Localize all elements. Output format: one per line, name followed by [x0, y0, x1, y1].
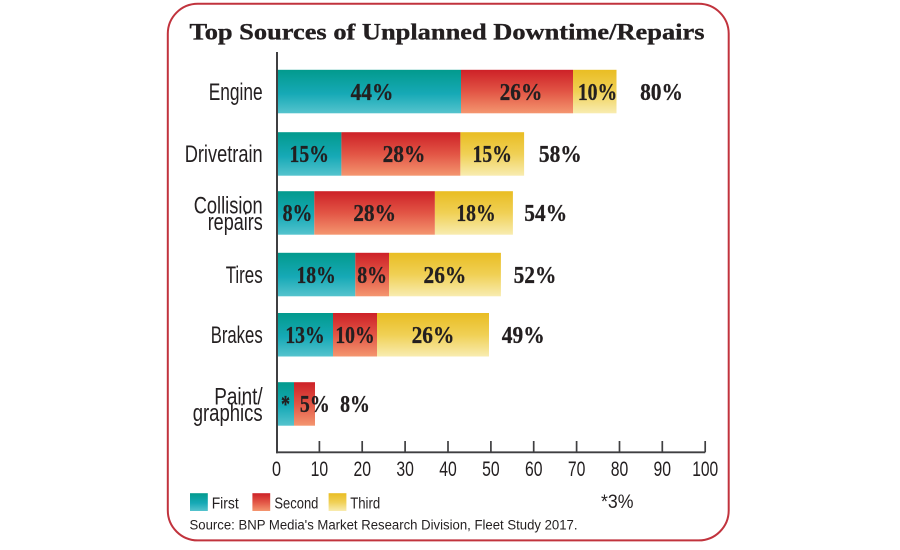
svg-text:50: 50 [482, 458, 500, 481]
svg-text:Third: Third [350, 496, 380, 513]
svg-text:60: 60 [525, 458, 543, 481]
svg-text:Source: BNP Media's Market Res: Source: BNP Media's Market Research Divi… [190, 518, 578, 534]
svg-text:26%: 26% [424, 263, 467, 289]
svg-text:20: 20 [353, 458, 371, 481]
svg-text:44%: 44% [351, 80, 394, 106]
svg-text:28%: 28% [383, 142, 426, 168]
svg-text:Drivetrain: Drivetrain [185, 141, 263, 168]
svg-text:49%: 49% [502, 323, 545, 349]
svg-text:Second: Second [274, 496, 318, 513]
svg-text:8%: 8% [357, 263, 387, 289]
svg-text:10%: 10% [578, 80, 617, 106]
svg-text:80: 80 [611, 458, 629, 481]
svg-text:Brakes: Brakes [211, 322, 263, 349]
svg-text:repairs: repairs [208, 209, 263, 236]
svg-text:40: 40 [439, 458, 457, 481]
svg-text:15%: 15% [290, 142, 329, 168]
svg-text:10%: 10% [335, 323, 374, 349]
svg-text:graphics: graphics [193, 400, 263, 427]
svg-text:Engine: Engine [209, 79, 263, 106]
svg-text:52%: 52% [514, 263, 557, 289]
svg-text:30: 30 [396, 458, 414, 481]
svg-text:58%: 58% [539, 142, 582, 168]
svg-text:First: First [212, 496, 240, 513]
svg-text:18%: 18% [456, 201, 495, 227]
svg-text:*: * [281, 392, 290, 418]
svg-text:5%: 5% [300, 392, 330, 418]
svg-text:90: 90 [654, 458, 672, 481]
svg-text:Top Sources of Unplanned Downt: Top Sources of Unplanned Downtime/Repair… [190, 19, 705, 44]
svg-text:8%: 8% [283, 201, 313, 227]
svg-text:100: 100 [692, 458, 718, 481]
svg-text:Collision: Collision [194, 193, 263, 220]
svg-text:10: 10 [311, 458, 329, 481]
svg-text:80%: 80% [640, 80, 683, 106]
svg-text:26%: 26% [500, 80, 543, 106]
svg-text:70: 70 [568, 458, 586, 481]
svg-text:15%: 15% [473, 142, 512, 168]
svg-text:28%: 28% [353, 201, 396, 227]
svg-text:54%: 54% [524, 201, 567, 227]
svg-text:*3%: *3% [601, 492, 634, 513]
svg-text:13%: 13% [285, 323, 324, 349]
svg-text:0: 0 [272, 458, 281, 481]
svg-text:Paint/: Paint/ [214, 384, 263, 411]
svg-text:Tires: Tires [226, 262, 263, 289]
svg-text:8%: 8% [340, 392, 370, 418]
svg-text:26%: 26% [412, 323, 455, 349]
svg-text:18%: 18% [296, 263, 335, 289]
